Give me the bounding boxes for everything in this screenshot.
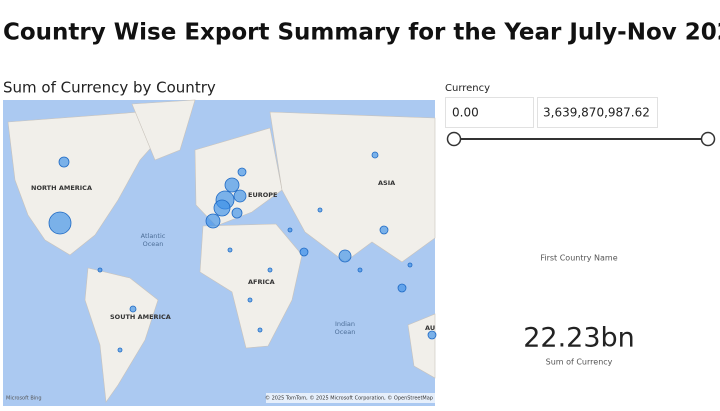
- slicer-max: 3,639,870,987.62: [543, 106, 650, 120]
- slicer-max-box[interactable]: [537, 97, 658, 128]
- map-label: AU: [425, 324, 435, 332]
- land: [269, 111, 436, 263]
- card-label: Sum of Currency: [546, 358, 613, 367]
- map-label: Indian: [335, 320, 355, 328]
- bubble[interactable]: [58, 156, 70, 168]
- bubble[interactable]: [257, 327, 263, 333]
- land: [199, 223, 303, 349]
- bubble[interactable]: [299, 247, 309, 257]
- bubble[interactable]: [48, 211, 72, 235]
- slicer-title: Currency: [445, 83, 490, 94]
- bubble[interactable]: [129, 305, 137, 313]
- map-label: Atlantic: [141, 232, 166, 240]
- page-title: Country Wise Export Summary for the Year…: [3, 20, 720, 46]
- card-value: 22.23bn: [523, 323, 635, 354]
- bubble[interactable]: [233, 189, 247, 203]
- map-label: NORTH AMERICA: [31, 184, 92, 192]
- bubble[interactable]: [205, 213, 221, 229]
- bubble[interactable]: [317, 207, 323, 213]
- bubble[interactable]: [407, 262, 413, 268]
- bubble[interactable]: [379, 225, 389, 235]
- bubble[interactable]: [97, 267, 103, 273]
- bubble[interactable]: [213, 199, 231, 217]
- map[interactable]: NORTH AMERICA EUROPE ASIA Atlantic Ocean…: [3, 99, 437, 406]
- bubble[interactable]: [427, 330, 437, 340]
- bubble[interactable]: [227, 247, 233, 253]
- bubble[interactable]: [117, 347, 123, 353]
- map-title: Sum of Currency by Country: [3, 79, 216, 97]
- bubble[interactable]: [224, 177, 240, 193]
- bubble[interactable]: [231, 207, 243, 219]
- bubble[interactable]: [357, 267, 363, 273]
- slicer-min-box[interactable]: [445, 97, 534, 128]
- map-label: AFRICA: [248, 278, 275, 286]
- bubble[interactable]: [287, 227, 293, 233]
- slider-handle[interactable]: [446, 131, 462, 147]
- map-label: Ocean: [143, 240, 164, 248]
- map-labels: NORTH AMERICA EUROPE ASIA Atlantic Ocean…: [31, 179, 435, 336]
- bubble[interactable]: [237, 167, 247, 177]
- map-label: EUROPE: [248, 191, 277, 199]
- map-label: Ocean: [335, 328, 356, 336]
- bubble[interactable]: [338, 249, 352, 263]
- bubble[interactable]: [371, 151, 379, 159]
- map-label: SOUTH AMERICA: [110, 313, 171, 321]
- map-label: ASIA: [378, 179, 395, 187]
- slicer-min: 0.00: [452, 106, 479, 120]
- slider-handle[interactable]: [700, 131, 716, 147]
- map-attribution: © 2025 TomTom, © 2025 Microsoft Corporat…: [265, 395, 433, 402]
- land: [407, 313, 436, 379]
- land: [84, 267, 159, 403]
- card-label: First Country Name: [540, 254, 617, 263]
- bubble[interactable]: [397, 283, 407, 293]
- land: [131, 99, 196, 161]
- bubble[interactable]: [267, 267, 273, 273]
- map-logo: Microsoft Bing: [6, 396, 42, 402]
- attribution-bg: [266, 393, 435, 403]
- bubble[interactable]: [247, 297, 253, 303]
- map-bubbles: [48, 151, 437, 353]
